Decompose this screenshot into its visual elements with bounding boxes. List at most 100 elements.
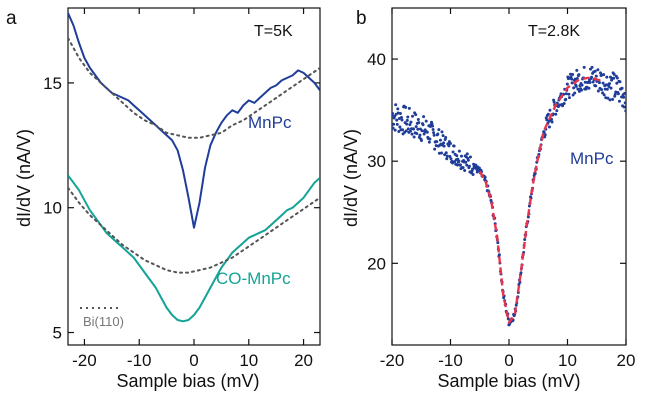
data-point — [406, 127, 410, 131]
data-point — [590, 75, 594, 79]
data-point — [442, 144, 446, 148]
data-point — [572, 86, 576, 90]
data-point — [410, 132, 414, 136]
data-point — [570, 81, 574, 85]
data-point — [483, 175, 487, 179]
panel-a-mnpc-label: MnPc — [248, 113, 292, 132]
x-tick-label: 20 — [617, 351, 636, 370]
data-point — [445, 154, 449, 158]
data-point — [428, 137, 432, 141]
data-point — [519, 271, 523, 275]
data-point — [611, 97, 615, 101]
data-point — [449, 157, 453, 161]
data-point — [605, 87, 609, 91]
data-point — [550, 120, 554, 124]
data-point — [398, 112, 402, 116]
data-point — [612, 76, 616, 80]
data-point — [404, 105, 408, 109]
panel-b-label: b — [356, 8, 367, 29]
data-point — [623, 91, 626, 95]
data-point — [445, 157, 449, 161]
data-point — [596, 89, 600, 93]
y-tick-label: 5 — [53, 324, 62, 343]
data-point — [412, 127, 416, 131]
data-point — [425, 130, 429, 134]
data-point — [477, 166, 481, 170]
data-point — [612, 72, 616, 76]
data-point — [576, 87, 580, 91]
data-point — [400, 118, 404, 122]
x-tick-label: -10 — [438, 351, 463, 370]
data-point — [393, 128, 397, 132]
series-line-fit — [478, 76, 603, 324]
data-point — [605, 75, 609, 79]
x-tick-label: -20 — [380, 351, 405, 370]
panel-a-plot — [68, 12, 320, 323]
data-point — [457, 159, 461, 163]
x-tick-label: -20 — [72, 351, 97, 370]
panel-a-comnpc-label: CO-MnPc — [216, 269, 291, 288]
panel-b-ylabel: dI/dV (nA/V) — [341, 129, 361, 227]
data-point — [414, 125, 418, 129]
data-point — [444, 151, 448, 155]
data-point — [564, 92, 568, 96]
data-point — [514, 303, 518, 307]
panel-a-annotation: T=5K — [254, 23, 293, 40]
panel-a-ylabel: dI/dV (nA/V) — [14, 129, 34, 227]
data-point — [411, 114, 415, 118]
bi110-legend-label: Bi(110) — [83, 314, 124, 329]
data-point — [623, 101, 626, 105]
data-point — [396, 107, 400, 111]
data-point — [399, 115, 403, 119]
data-point — [440, 130, 444, 134]
data-point — [404, 129, 408, 133]
data-point — [618, 80, 622, 84]
data-point — [467, 164, 471, 168]
data-point — [421, 123, 425, 127]
data-point — [412, 135, 416, 139]
data-point — [606, 96, 610, 100]
data-point — [392, 111, 395, 115]
panel-a-frame — [67, 7, 321, 346]
data-point — [395, 118, 399, 122]
data-point — [571, 72, 575, 76]
data-point — [408, 123, 412, 127]
panel-b-annotation: T=2.8K — [528, 23, 580, 40]
data-point — [580, 83, 584, 87]
data-point — [542, 131, 546, 135]
panel-a: a dI/dV (nA/V) Sample bias (mV) T=5K MnP… — [6, 7, 321, 391]
data-point — [548, 108, 552, 112]
data-point — [439, 151, 443, 155]
data-point — [419, 139, 423, 143]
data-point — [398, 125, 402, 129]
data-point — [517, 283, 521, 287]
data-point — [567, 92, 571, 96]
data-point — [593, 69, 597, 73]
data-point — [427, 140, 431, 144]
data-point — [613, 92, 617, 96]
data-point — [448, 141, 452, 145]
data-point — [590, 65, 594, 69]
panel-b-plot — [392, 65, 626, 327]
data-point — [395, 122, 399, 126]
data-point — [424, 119, 428, 123]
data-point — [587, 86, 591, 90]
data-point — [442, 141, 446, 145]
data-point — [452, 144, 456, 148]
data-point — [455, 163, 459, 167]
data-point — [474, 163, 478, 167]
data-point — [414, 113, 418, 117]
data-point — [438, 138, 442, 142]
data-point — [392, 122, 396, 126]
data-point — [580, 88, 584, 92]
data-point — [594, 84, 598, 88]
data-point — [432, 133, 436, 137]
x-tick-label: 10 — [239, 351, 258, 370]
x-tick-label: 0 — [504, 351, 513, 370]
panel-a-label: a — [6, 8, 17, 29]
data-point — [433, 147, 437, 151]
data-point — [617, 99, 621, 103]
data-point — [600, 88, 604, 92]
x-tick-label: 20 — [294, 351, 313, 370]
panel-b-xlabel: Sample bias (mV) — [437, 371, 580, 391]
